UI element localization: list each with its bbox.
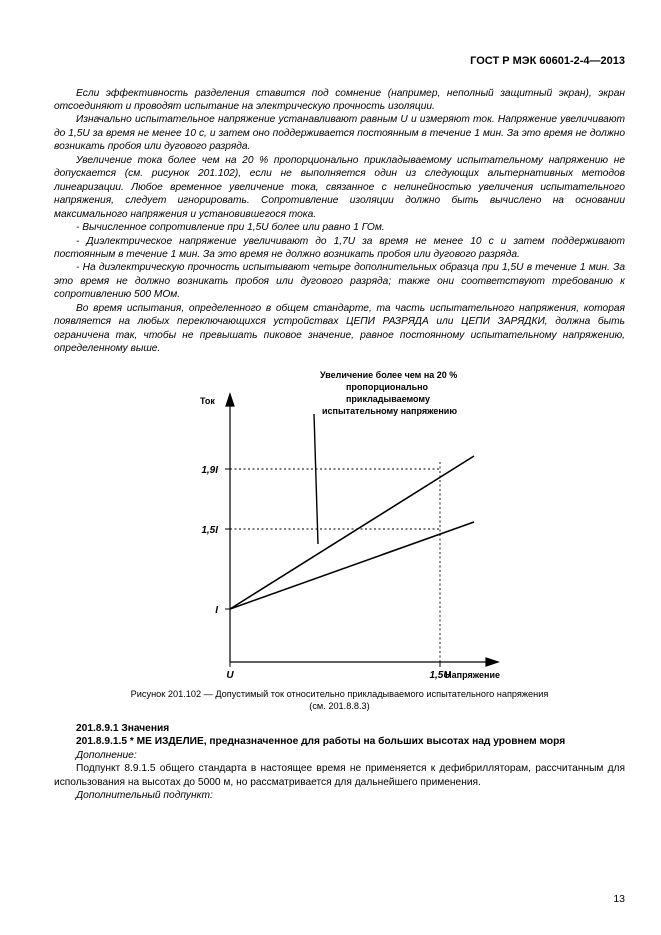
paragraph: Если эффективность разделения ставится п…: [54, 87, 625, 114]
paragraph: Подпункт 8.9.1.5 общего стандарта в наст…: [54, 762, 625, 789]
ytick-i: I: [215, 605, 218, 616]
paragraph: Изначально испытательное напряжение уста…: [54, 113, 625, 153]
section-heading: 201.8.9.1.5 * МЕ ИЗДЕЛИЕ, предназначенно…: [54, 735, 625, 748]
callout-line: [314, 414, 318, 544]
line-upper: [230, 456, 474, 609]
page: ГОСТ Р МЭК 60601-2-4—2013 Если эффективн…: [0, 0, 661, 935]
line-lower: [230, 522, 474, 609]
addition-label: Дополнение:: [54, 749, 625, 762]
figure: I 1,5I 1,9I U 1,5U Ток Напряжение Увелич…: [54, 364, 625, 712]
paragraph: - На диэлектрическую прочность испытываю…: [54, 261, 625, 301]
doc-header: ГОСТ Р МЭК 60601-2-4—2013: [54, 54, 625, 69]
xtick-u: U: [226, 670, 234, 681]
page-number: 13: [613, 893, 625, 907]
ytick-19i: 1,9I: [201, 465, 218, 476]
svg-text:прикладываемому: прикладываемому: [346, 394, 430, 404]
sub-label: Дополнительный подпункт:: [54, 789, 625, 802]
paragraph: - Вычисленное сопротивление при 1,5U бол…: [54, 221, 625, 234]
x-axis-label: Напряжение: [445, 670, 500, 680]
annotation-text: Увеличение более чем на 20 % пропорциона…: [320, 370, 457, 416]
svg-text:испытательному напряжению: испытательному напряжению: [322, 406, 457, 416]
paragraph: - Диэлектрическое напряжение увеличивают…: [54, 235, 625, 262]
figure-caption: Рисунок 201.102 — Допустимый ток относит…: [54, 688, 625, 712]
section-heading: 201.8.9.1 Значения: [54, 722, 625, 735]
paragraph: Увеличение тока более чем на 20 % пропор…: [54, 154, 625, 221]
svg-text:Увеличение более чем на 20 %: Увеличение более чем на 20 %: [320, 370, 457, 380]
ytick-15i: 1,5I: [201, 525, 218, 536]
svg-text:пропорционально: пропорционально: [346, 382, 429, 392]
chart-svg: I 1,5I 1,9I U 1,5U Ток Напряжение Увелич…: [170, 364, 510, 684]
y-axis-label: Ток: [200, 396, 215, 406]
paragraph: Во время испытания, определенного в обще…: [54, 302, 625, 356]
